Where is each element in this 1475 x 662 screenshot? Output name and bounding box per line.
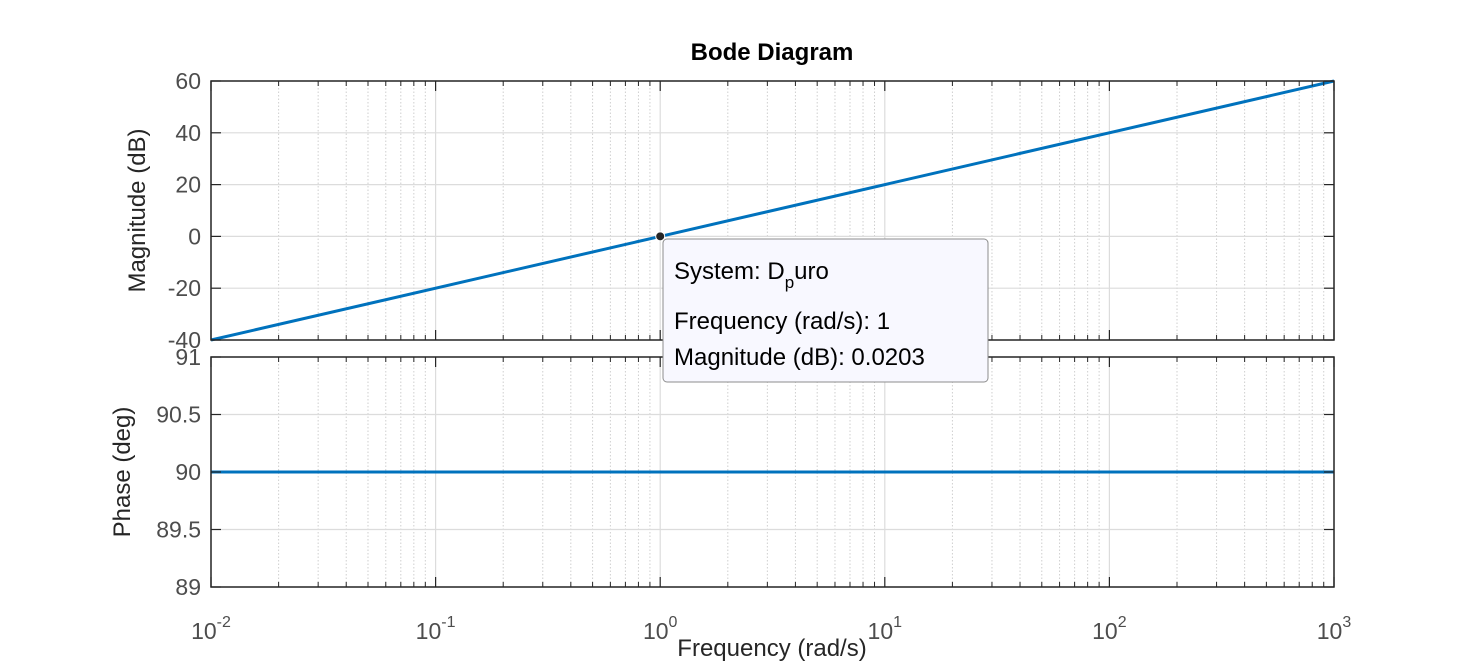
x-tick-label: 10-1: [416, 614, 456, 644]
datatip-magnitude: Magnitude (dB): 0.0203: [674, 344, 925, 371]
phase-y-label: Phase (deg): [109, 407, 136, 538]
y-tick-label: 40: [175, 120, 201, 146]
x-tick-label: 101: [868, 614, 903, 644]
y-tick-label: 60: [175, 68, 201, 94]
y-tick-label: -20: [168, 275, 201, 301]
x-tick-labels: 10-2 10-1 100 101 102 103: [191, 614, 1351, 644]
datatip-system-prefix: System: D: [674, 258, 785, 285]
y-tick-label: 0: [188, 223, 201, 249]
chart-title: Bode Diagram: [691, 39, 854, 66]
datatip-marker[interactable]: [655, 231, 666, 242]
datatip-frequency: Frequency (rad/s): 1: [674, 308, 890, 335]
x-tick-label: 10-2: [191, 614, 231, 644]
y-tick-label: 91: [175, 344, 201, 370]
x-axis-label: Frequency (rad/s): [677, 635, 866, 662]
datatip-system: System: Dpuro: [674, 258, 829, 292]
datatip-system-suffix: uro: [794, 258, 829, 285]
y-tick-label: 90: [175, 459, 201, 485]
datatip-system-subscript: p: [785, 273, 794, 292]
magnitude-panel: -40 -20 0 20 40 60 Magnitude (dB): [124, 68, 1335, 353]
y-tick-label: 20: [175, 172, 201, 198]
magnitude-y-label: Magnitude (dB): [124, 128, 151, 292]
y-tick-label: 89: [175, 574, 201, 600]
x-tick-label: 103: [1317, 614, 1352, 644]
magnitude-y-ticks: -40 -20 0 20 40 60: [168, 68, 1335, 353]
phase-panel: 89 89.5 90 90.5 91 Phase (deg): [109, 344, 1335, 600]
y-tick-label: -40: [168, 327, 201, 353]
y-tick-label: 89.5: [156, 517, 201, 543]
phase-y-ticks: 89 89.5 90 90.5 91: [156, 344, 1335, 600]
datatip-box[interactable]: [662, 238, 989, 383]
datatip[interactable]: System: Dpuro Frequency (rad/s): 1 Magni…: [655, 231, 989, 383]
x-tick-label: 102: [1092, 614, 1127, 644]
x-tick-label: 100: [643, 614, 678, 644]
y-tick-label: 90.5: [156, 402, 201, 428]
